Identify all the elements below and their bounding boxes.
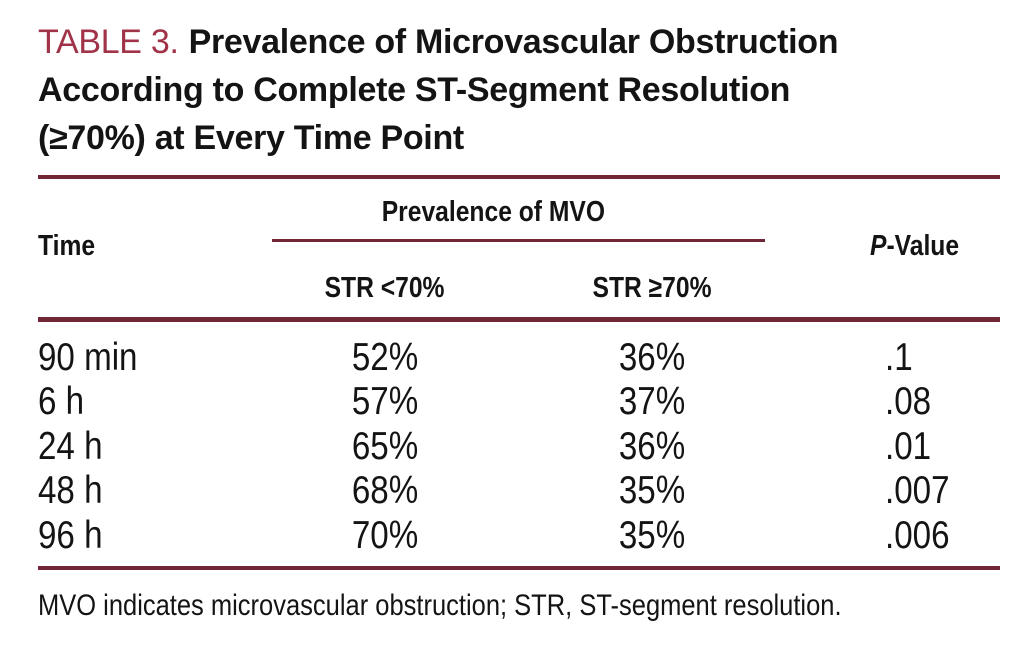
column-header-time-label: Time — [38, 230, 96, 262]
cell-p-value: .1 — [885, 336, 913, 379]
table-row: 90 min 52% 36% .1 — [0, 336, 1020, 380]
table-footnote-text: MVO indicates microvascular obstruction;… — [38, 589, 842, 622]
table-bottom-rule — [38, 566, 1000, 570]
cell-time: 24 h — [38, 425, 103, 468]
cell-str-ge70: 37% — [619, 380, 686, 423]
group-header-spanner-rule — [272, 239, 765, 242]
column-header-p-value-label: P-Value — [870, 230, 959, 263]
cell-str-lt70: 65% — [351, 425, 419, 468]
cell-time: 90 min — [38, 336, 138, 379]
cell-p-value: .007 — [885, 469, 950, 512]
cell-time: 96 h — [38, 514, 103, 557]
cell-p-value: .006 — [885, 514, 950, 557]
group-header-label: Prevalence of MVO — [381, 196, 605, 228]
p-italic: P — [870, 230, 887, 262]
cell-str-ge70: 36% — [619, 425, 686, 468]
group-header-prevalence-of-mvo: Prevalence of MVO — [248, 196, 738, 229]
column-header-p-value: P-Value — [870, 230, 975, 263]
table-row: 48 h 68% 35% .007 — [0, 469, 1020, 513]
cell-str-ge70: 35% — [619, 514, 686, 557]
cell-str-lt70: 68% — [351, 469, 419, 512]
cell-p-value: .08 — [885, 380, 932, 423]
table-top-rule — [38, 175, 1000, 179]
table-row: 96 h 70% 35% .006 — [0, 514, 1020, 558]
table-footnote: MVO indicates microvascular obstruction;… — [38, 586, 983, 626]
column-header-time: Time — [38, 230, 105, 263]
column-header-str-ge-70: STR ≥70% — [545, 272, 760, 305]
column-header-str-lt-70: STR <70% — [280, 272, 490, 305]
table-number-label: TABLE 3. — [38, 23, 179, 61]
table-row: 24 h 65% 36% .01 — [0, 425, 1020, 469]
column-header-str-lt-70-label: STR <70% — [325, 272, 445, 304]
cell-str-ge70: 35% — [619, 469, 686, 512]
cell-str-lt70: 57% — [351, 380, 419, 423]
cell-str-ge70: 36% — [619, 336, 686, 379]
cell-p-value: .01 — [885, 425, 932, 468]
table-title-line-2: According to Complete ST-Segment Resolut… — [38, 71, 791, 109]
column-header-str-ge-70-label: STR ≥70% — [592, 272, 712, 304]
table-title-line-3: (≥70%) at Every Time Point — [38, 119, 464, 157]
cell-time: 6 h — [38, 380, 85, 423]
cell-time: 48 h — [38, 469, 103, 512]
cell-str-lt70: 70% — [351, 514, 419, 557]
table-title-text-1: Prevalence of Microvascular Obstruction — [188, 23, 839, 61]
cell-str-lt70: 52% — [351, 336, 419, 379]
p-value-rest: -Value — [886, 230, 960, 262]
header-bottom-rule — [38, 317, 1000, 322]
table-row: 6 h 57% 37% .08 — [0, 380, 1020, 424]
table-title-line-1: TABLE 3. Prevalence of Microvascular Obst… — [38, 22, 839, 62]
